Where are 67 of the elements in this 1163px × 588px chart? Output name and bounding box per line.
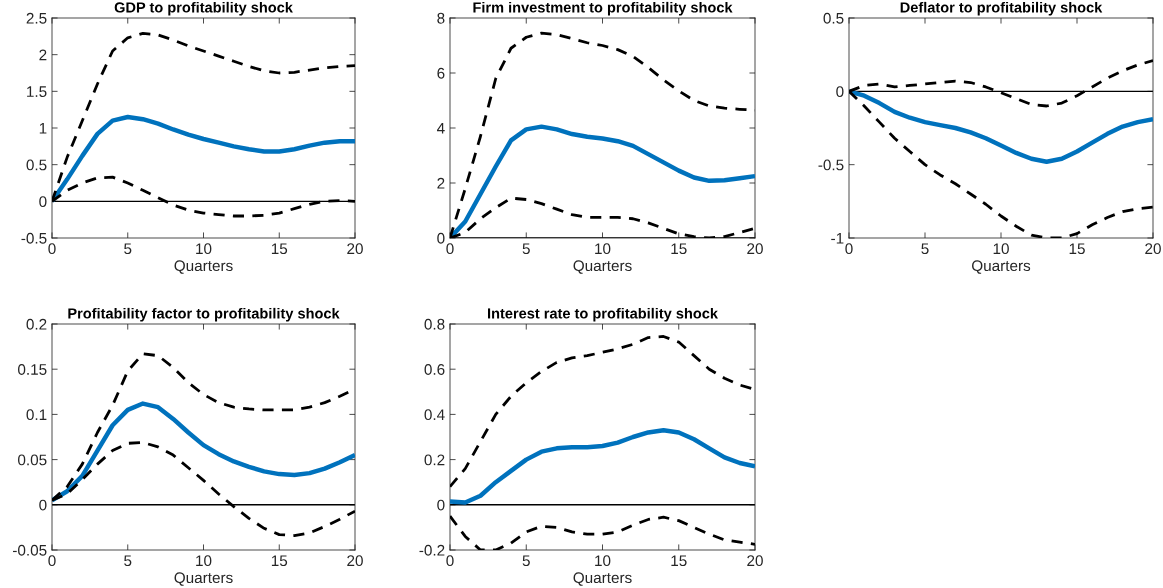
y-tick-label: 6	[437, 67, 445, 79]
x-tick-label: 15	[671, 555, 687, 567]
line-series	[849, 89, 1153, 164]
x-tick-label: 15	[271, 243, 288, 255]
chart-title: GDP to profitability shock	[114, 1, 293, 16]
y-tick-label: -0.05	[13, 544, 47, 556]
x-tick-label: 20	[347, 555, 363, 567]
x-tick-label: 15	[671, 243, 687, 255]
y-tick-label: 0.1	[26, 409, 47, 421]
x-tick-label: 15	[1069, 243, 1085, 255]
x-tick-label: 10	[595, 243, 611, 255]
chart-title: Deflator to profitability shock	[900, 1, 1103, 16]
y-tick-label: 0.5	[823, 12, 844, 24]
x-tick-label: 5	[124, 243, 132, 255]
y-tick-label: 0	[437, 232, 445, 244]
x-tick-label: 10	[595, 555, 611, 567]
x-tick-label: 10	[196, 555, 212, 567]
y-tick-label: 0.15	[18, 364, 47, 375]
y-tick-label: 2.5	[26, 12, 47, 24]
x-axis-title: Quarters	[174, 572, 233, 586]
x-tick-label: 20	[1145, 243, 1161, 255]
y-tick-label: 0	[836, 86, 844, 98]
y-tick-label: 0.05	[18, 454, 47, 466]
x-tick-label: 0	[446, 555, 454, 567]
x-tick-label: 5	[921, 243, 929, 255]
y-tick-label: 1.5	[27, 86, 47, 98]
x-tick-label: 0	[48, 243, 56, 255]
y-tick-label: 0.6	[424, 364, 445, 375]
y-tick-label: 0.5	[26, 159, 47, 171]
y-tick-label: -1	[831, 233, 844, 244]
y-tick-label: -0.5	[21, 232, 47, 244]
x-axis-title: Quarters	[972, 260, 1031, 274]
y-tick-label: 2	[437, 177, 445, 189]
y-tick-label: -0.2	[419, 544, 445, 556]
y-tick-label: 0.4	[424, 409, 445, 421]
x-tick-label: 20	[347, 243, 363, 255]
y-tick-label: 0	[39, 196, 47, 208]
y-tick-label: 0.8	[424, 318, 445, 330]
x-tick-label: 10	[993, 243, 1009, 255]
line-series	[52, 401, 355, 503]
x-tick-label: 20	[747, 555, 763, 567]
x-tick-label: 5	[124, 555, 132, 567]
y-tick-label: 8	[437, 12, 445, 24]
line-series	[52, 114, 355, 204]
y-tick-label: 0.2	[424, 454, 445, 466]
x-tick-label: 0	[845, 243, 853, 255]
y-tick-label: 2	[39, 49, 47, 61]
chart-title: Firm investment to profitability shock	[473, 1, 733, 16]
y-tick-label: 0	[39, 499, 47, 511]
x-tick-label: 5	[522, 243, 530, 255]
y-tick-label: 4	[436, 123, 445, 134]
x-tick-label: 20	[747, 243, 763, 255]
chart-title: Interest rate to profitability shock	[488, 307, 718, 322]
y-tick-label: -0.5	[818, 159, 844, 171]
x-axis-title: Quarters	[573, 572, 632, 586]
x-axis-title: Quarters	[573, 260, 632, 274]
x-tick-label: 10	[196, 243, 212, 255]
x-tick-label: 15	[271, 555, 288, 567]
x-tick-label: 0	[48, 555, 56, 567]
y-tick-label: 0	[437, 499, 445, 511]
chart-title: Profitability factor to profitability shock	[68, 307, 340, 322]
x-tick-label: 5	[522, 555, 530, 567]
y-tick-label: 1	[39, 123, 47, 134]
y-tick-label: 0.2	[26, 318, 47, 330]
x-tick-label: 0	[446, 243, 454, 255]
line-series	[450, 428, 755, 505]
x-axis-title: Quarters	[174, 260, 233, 274]
